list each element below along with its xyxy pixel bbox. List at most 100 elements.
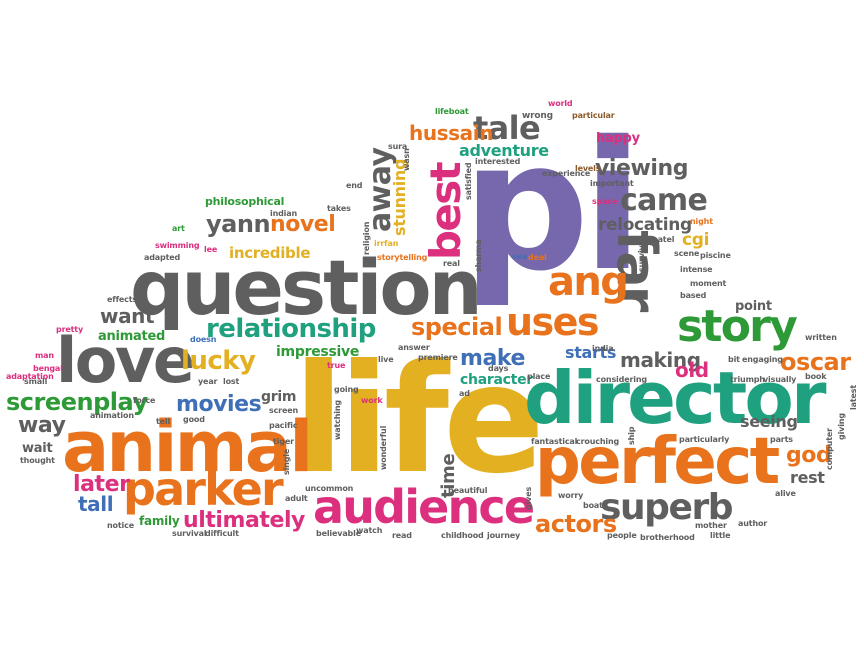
word-came: came (620, 183, 708, 218)
word-night: night (690, 217, 713, 226)
word-childhood: childhood (441, 531, 484, 540)
word-swimming: swimming (155, 241, 200, 250)
word-important: important (590, 179, 634, 188)
word-pretty: pretty (56, 325, 84, 334)
word-real: real (443, 259, 460, 268)
word-best: best (421, 163, 470, 260)
word-end: end (346, 181, 363, 190)
word-difficult: difficult (205, 529, 239, 538)
word-relocating: relocating (598, 215, 692, 235)
word-survival: survival (172, 529, 207, 538)
word-director: director (524, 356, 826, 440)
word-philosophical: philosophical (205, 195, 285, 208)
word-particular: particular (572, 111, 615, 120)
word-adventure: adventure (459, 141, 549, 160)
word-adapted: adapted (144, 253, 181, 262)
word-interested: interested (475, 157, 521, 166)
word-way: way (18, 413, 66, 438)
word-crouching: crouching (576, 437, 620, 446)
word-rest: rest (790, 468, 825, 487)
word-ultimately: ultimately (183, 508, 305, 533)
word-patel: patel (652, 235, 675, 244)
word-old: old (675, 358, 709, 382)
word-god: god (786, 443, 832, 468)
word-art: art (172, 224, 185, 233)
word-relationship: relationship (206, 314, 376, 344)
word-written: written (805, 333, 837, 342)
word-hussain: hussain (409, 121, 494, 145)
word-wait: wait (22, 441, 53, 456)
word-parts: parts (770, 435, 793, 444)
word-grim: grim (261, 389, 297, 405)
word-wonderful: wonderful (379, 425, 388, 470)
word-experience: experience (542, 169, 591, 178)
word-alive: alive (775, 489, 796, 498)
word-takes: takes (327, 204, 351, 213)
word-irrfan: irrfan (374, 239, 399, 248)
word-uses: uses (506, 300, 600, 344)
word-point: point (735, 299, 772, 314)
word-adaptation: adaptation (6, 372, 54, 381)
word-fantastical: fantastical (531, 437, 578, 446)
word-doesn: doesn (190, 335, 217, 344)
word-life: life (293, 333, 545, 507)
word-intense: intense (680, 265, 713, 274)
word-mother: mother (695, 521, 727, 530)
word-seeing: seeing (740, 412, 798, 431)
word-people: people (607, 531, 637, 540)
word-satisfied: satisfied (464, 162, 473, 200)
word-cgi: cgi (682, 230, 710, 250)
word-starts: starts (565, 343, 617, 362)
word-indian: indian (270, 209, 298, 218)
word-force: force (133, 396, 156, 405)
word-animation: animation (90, 411, 134, 420)
word-deal: deal (528, 253, 547, 262)
word-lifeboat: lifeboat (435, 107, 469, 116)
word-scene: scene (674, 249, 700, 258)
word-visually: visually (763, 375, 797, 384)
word-wasn: wasn (402, 148, 411, 171)
word-levels: levels (575, 164, 601, 173)
word-premiere: premiere (418, 353, 458, 362)
word-world: world (548, 99, 573, 108)
word-bit: bit (728, 355, 740, 364)
word-tell: tell (156, 417, 171, 426)
word-based: based (680, 291, 707, 300)
word-lee: lee (204, 245, 218, 254)
word-ship: ship (627, 426, 636, 445)
word-superb: superb (600, 487, 734, 528)
word-survive: survive (637, 240, 646, 272)
word-special: special (411, 313, 503, 341)
word-author: author (738, 519, 768, 528)
word-moment: moment (690, 279, 727, 288)
word-making: making (620, 348, 701, 372)
word-storytelling: storytelling (377, 253, 428, 262)
word-lucky: lucky (181, 346, 256, 376)
word-watch: watch (356, 526, 383, 535)
word-little: little (710, 531, 731, 540)
word-going: going (334, 385, 359, 394)
word-sea: sea (512, 252, 528, 261)
word-tale: tale (473, 109, 541, 147)
word-piscine: piscine (700, 251, 731, 260)
word-audience: audience (313, 480, 535, 534)
word-oscar: oscar (780, 348, 851, 376)
word-wrong: wrong (522, 111, 553, 121)
word-animal: animal (62, 406, 313, 488)
word-uncommon: uncommon (305, 484, 354, 493)
word-space: space (592, 197, 618, 206)
word-pacific: pacific (269, 421, 298, 430)
word-notice: notice (107, 521, 134, 530)
word-small: small (24, 377, 48, 386)
word-screen: screen (269, 406, 299, 415)
word-effects: effects (107, 295, 138, 304)
word-ad: ad (459, 389, 470, 398)
word-place: place (527, 372, 551, 381)
word-love: love (56, 324, 195, 397)
word-gives: gives (524, 486, 533, 510)
word-true: true (327, 361, 346, 370)
word-adult: adult (285, 494, 308, 503)
word-screenplay: screenplay (6, 388, 148, 416)
word-year: year (198, 377, 218, 386)
